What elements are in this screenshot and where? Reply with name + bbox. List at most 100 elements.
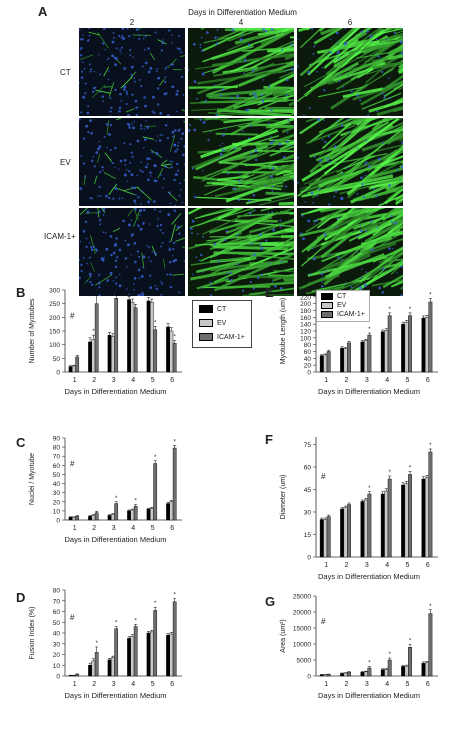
col-label-4: 4 [238, 18, 244, 27]
hash-mark-f: # [321, 472, 326, 481]
y-tick-label-d: 20 [53, 652, 61, 659]
x-tick-label-c: 4 [131, 525, 135, 532]
significance-star-b: * [92, 329, 95, 335]
x-tick-label-c: 5 [151, 525, 155, 532]
bar-g-ct-5 [401, 666, 406, 677]
bar-g-ev-4 [384, 669, 389, 677]
significance-star-b: * [154, 320, 157, 326]
bar-d-ev-6 [169, 633, 174, 677]
legend-e: CT EV ICAM-1+ [316, 290, 370, 322]
x-tick-label-d: 3 [112, 681, 116, 688]
bar-b-icam-1-1 [75, 356, 80, 373]
bar-g-icam-1-6 [428, 613, 433, 677]
bar-f-icam-1-6 [428, 451, 433, 558]
bar-b-ev-4 [130, 302, 135, 373]
bar-c-icam-1-6 [172, 447, 177, 521]
micrograph-icam-1-day2 [79, 208, 185, 296]
hash-mark-b: # [70, 312, 75, 321]
bar-c-icam-1-3 [114, 503, 119, 521]
row-label-icam: ICAM-1+ [44, 232, 76, 241]
bar-d-ct-1 [68, 675, 73, 677]
bar-f-ct-3 [360, 501, 365, 558]
bar-b-ct-5 [146, 300, 151, 373]
bar-b-ct-4 [127, 299, 131, 373]
x-tick-label-g: 6 [426, 681, 430, 688]
y-axis-label-g: Area (um²) [280, 619, 287, 652]
y-axis-label-e: Myotube Length (um) [280, 298, 287, 365]
x-tick-label-d: 2 [92, 681, 96, 688]
significance-star-c: * [135, 499, 138, 505]
significance-star-c: * [115, 496, 118, 502]
bar-g-ct-6 [421, 663, 426, 677]
significance-star-d: * [154, 601, 157, 607]
x-axis-label-c: Days in Differentiation Medium [65, 535, 167, 544]
bar-b-ev-2 [91, 339, 96, 373]
x-tick-label-d: 6 [170, 681, 174, 688]
micrograph-ct-day2 [79, 28, 185, 116]
bar-f-ev-3 [363, 499, 368, 558]
y-tick-label-d: 80 [53, 588, 61, 595]
bar-f-icam-1-5 [408, 474, 412, 558]
significance-star-c: * [154, 455, 157, 461]
bar-e-ct-1 [319, 355, 324, 373]
bar-c-ev-1 [72, 517, 76, 521]
y-tick-label-e: 60 [304, 349, 312, 356]
significance-star-f: * [389, 470, 392, 476]
x-tick-label-b: 4 [131, 377, 135, 384]
bar-e-ct-5 [401, 323, 406, 373]
bar-c-icam-1-4 [133, 506, 138, 521]
significance-star-d: * [174, 593, 177, 599]
bar-d-ev-1 [72, 675, 76, 677]
bar-f-ev-1 [323, 519, 328, 558]
y-tick-label-d: 50 [53, 620, 61, 627]
x-axis-label-e: Days in Differentiation Medium [318, 387, 420, 396]
bar-f-icam-1-3 [367, 493, 372, 558]
y-tick-label-b: 50 [53, 356, 61, 363]
bar-c-ev-3 [111, 514, 115, 521]
bar-e-ev-6 [424, 317, 429, 373]
y-tick-label-e: 160 [300, 315, 311, 322]
y-axis-label-c: Nuclei / Myotube [29, 453, 36, 505]
legend-e-ct: CT [321, 293, 346, 300]
bar-e-icam-1-3 [367, 334, 372, 373]
bar-e-icam-1-4 [387, 315, 392, 373]
legend-e-icam: ICAM-1+ [321, 311, 365, 318]
y-tick-label-e: 40 [304, 356, 312, 363]
significance-star-c: * [174, 439, 177, 445]
y-tick-label-g: 5000 [297, 658, 312, 665]
y-tick-label-e: 120 [300, 329, 311, 336]
bar-d-icam-1-3 [114, 628, 119, 677]
micrograph-ev-day4 [188, 118, 294, 206]
y-tick-label-g: 0 [307, 674, 311, 681]
y-axis-label-d: Fusion Index (%) [29, 607, 36, 660]
panel-a-title: Days in Differentiation Medium [188, 8, 297, 17]
row-label-ev: EV [60, 158, 71, 167]
x-tick-label-g: 1 [324, 681, 328, 688]
y-tick-label-e: 80 [304, 342, 312, 349]
y-tick-label-f: 30 [304, 510, 312, 517]
y-tick-label-g: 15000 [293, 626, 311, 633]
bar-c-ev-2 [91, 515, 96, 521]
bar-g-icam-1-2 [347, 671, 351, 677]
y-tick-label-f: 15 [304, 532, 312, 539]
x-tick-label-c: 2 [92, 525, 96, 532]
y-tick-label-b: 150 [49, 329, 60, 336]
y-tick-label-e: 140 [300, 322, 311, 329]
y-tick-label-c: 0 [56, 518, 60, 525]
micrograph-ct-day6 [297, 28, 403, 116]
x-tick-label-f: 3 [365, 562, 369, 569]
bar-e-ev-3 [363, 340, 368, 373]
bar-f-icam-1-2 [347, 504, 351, 558]
significance-star-f: * [409, 466, 412, 472]
significance-star-g: * [429, 604, 432, 610]
bar-d-icam-1-1 [75, 674, 80, 677]
x-tick-label-e: 1 [324, 377, 328, 384]
y-tick-label-g: 20000 [293, 610, 311, 617]
bar-d-ct-2 [88, 665, 92, 677]
y-tick-label-f: 60 [304, 465, 312, 472]
bar-e-ev-2 [343, 348, 348, 373]
bar-e-ev-5 [404, 322, 409, 373]
panel-letter-c: C [16, 435, 26, 450]
bar-f-ct-6 [421, 478, 426, 558]
y-tick-label-d: 70 [53, 598, 61, 605]
